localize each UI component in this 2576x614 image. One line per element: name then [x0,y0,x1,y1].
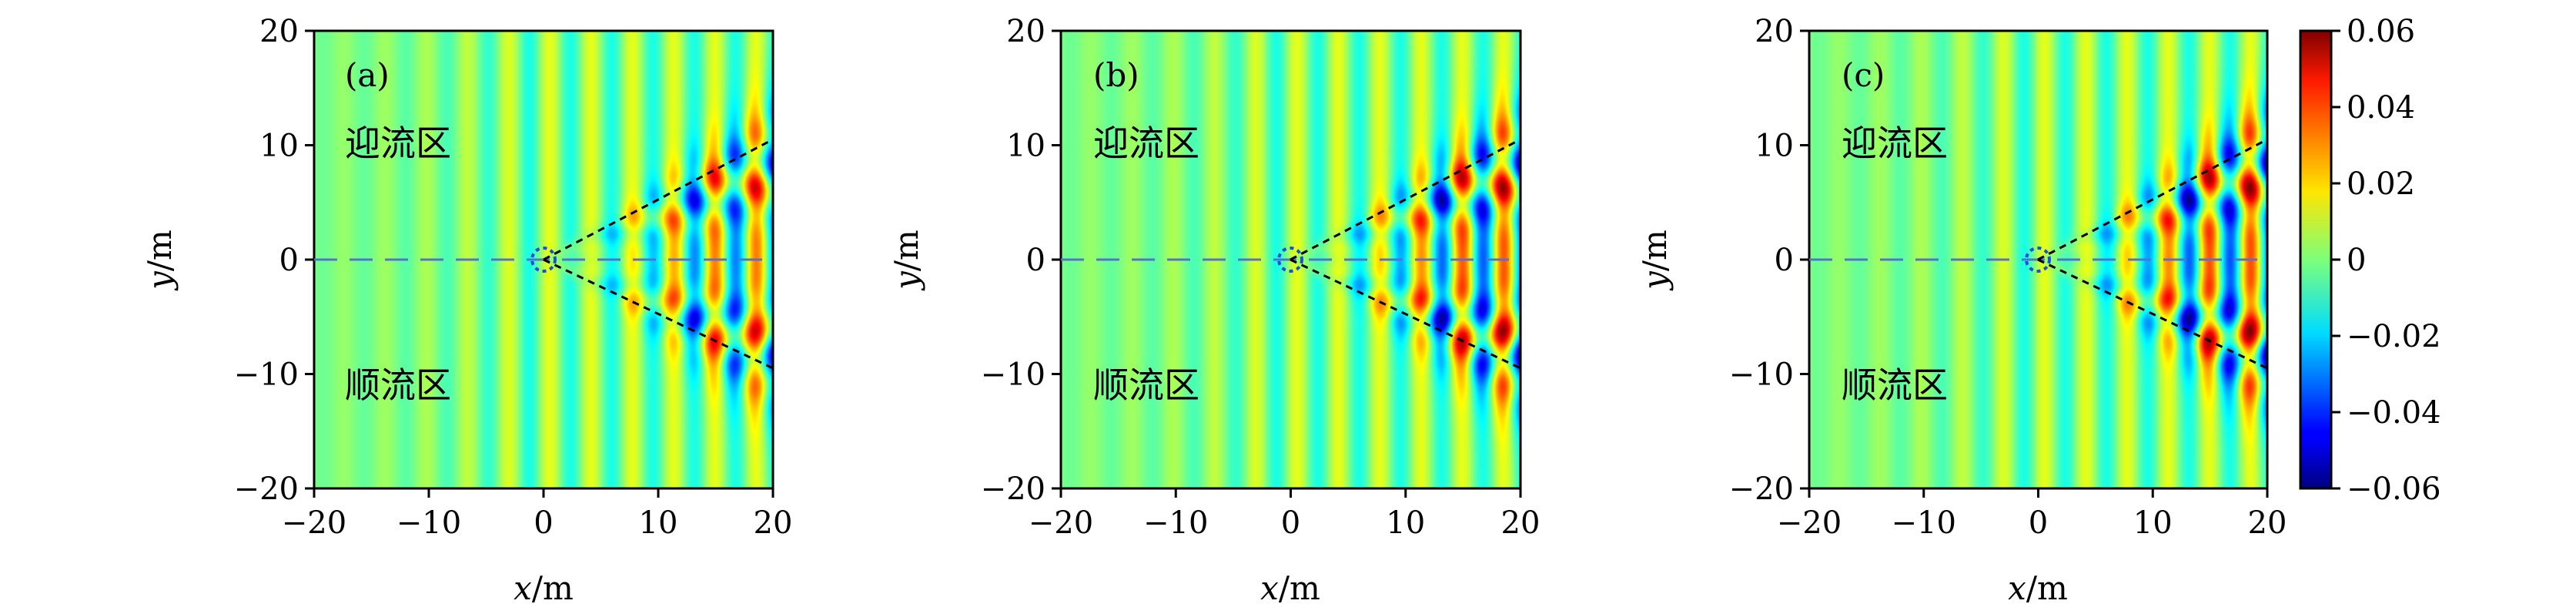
downstream-label-b: 顺流区 [1093,364,1199,406]
y-tick-label: −10 [981,357,1045,393]
y-tick-label: −20 [1729,471,1794,507]
source-marker-c [2025,247,2051,273]
x-axis-unit-a: /m [532,569,574,607]
source-marker-a [530,247,557,273]
panel-tag-c: (c) [1842,56,1885,94]
x-tick-label: −20 [282,505,346,541]
x-tick-label: −20 [1777,505,1842,541]
x-tick-label: −20 [1029,505,1093,541]
panel-tag-b: (b) [1093,56,1139,94]
y-tick-label: 10 [1006,129,1045,164]
x-tick-label: 10 [639,505,678,541]
panel-tag-a: (a) [345,56,390,94]
x-axis-unit-b: /m [1279,569,1320,607]
downstream-label-a: 顺流区 [345,364,451,406]
x-ticks-c: −20 −10 0 10 20 [1777,488,2287,541]
upstream-label-b: 迎流区 [1093,122,1199,164]
upstream-label-c: 迎流区 [1842,122,1948,164]
y-ticks-a: 20 10 0 −10 −20 [234,14,314,507]
colorbar-ticks: 0.06 0.04 0.02 0 −0.02 −0.04 −0.06 [2331,14,2441,507]
y-tick-label: −20 [234,471,299,507]
x-tick-label: 20 [2248,505,2287,541]
x-tick-label: −10 [1892,505,1956,541]
x-tick-label: 20 [1501,505,1541,541]
x-axis-var-b: x [1260,569,1279,607]
wake-line-lower-c [2037,258,2268,370]
colorbar-tick-label: 0 [2347,243,2366,278]
y-axis-var-a: y [141,270,179,291]
y-ticks-c: 20 10 0 −10 −20 [1729,14,1809,507]
x-ticks-a: −20 −10 0 10 20 [282,488,793,541]
x-axis-unit-c: /m [2026,569,2068,607]
upstream-label-a: 迎流区 [345,122,451,164]
y-axis-label-a: y/m [141,230,179,291]
y-ticks-b: 20 10 0 −10 −20 [981,14,1061,507]
wake-line-upper-a [543,138,774,261]
y-axis-label-c: y/m [1636,230,1674,291]
x-tick-label: 0 [534,505,553,541]
wake-line-lower-a [543,258,774,370]
y-tick-label: 20 [1006,14,1045,49]
y-tick-label: 10 [1755,129,1794,164]
colorbar-tick-label: 0.04 [2347,90,2415,126]
colorbar-gradient [2300,31,2331,488]
x-axis-label-c: x/m [2008,569,2068,607]
y-tick-label: 20 [259,14,299,49]
source-marker-b [1277,247,1303,273]
x-tick-label: −10 [1143,505,1208,541]
y-tick-label: −10 [234,357,299,393]
colorbar-tick-label: 0.02 [2347,166,2415,202]
y-tick-label: 10 [259,129,299,164]
y-axis-var-b: y [888,270,925,291]
colorbar-tick-label: −0.04 [2347,395,2441,431]
y-tick-label: −20 [981,471,1045,507]
y-tick-label: 20 [1755,14,1794,49]
colorbar-tick-label: 0.06 [2347,14,2415,49]
wake-line-upper-b [1290,138,1521,261]
y-axis-var-c: y [1636,270,1674,291]
x-tick-label: 10 [2133,505,2173,541]
colorbar: 0.06 0.04 0.02 0 −0.02 −0.04 −0.06 [2299,14,2441,507]
downstream-label-c: 顺流区 [1842,364,1948,406]
x-tick-label: 10 [1386,505,1425,541]
colorbar-tick-label: −0.06 [2347,471,2441,507]
x-ticks-b: −20 −10 0 10 20 [1029,488,1541,541]
y-axis-unit-c: /m [1636,230,1674,271]
y-tick-label: 0 [1026,243,1045,278]
x-axis-label-a: x/m [514,569,574,607]
y-axis-unit-b: /m [888,230,925,271]
y-tick-label: 0 [1775,243,1794,278]
wake-line-upper-c [2037,138,2268,261]
x-axis-var-a: x [514,569,532,607]
y-axis-unit-a: /m [141,230,179,271]
x-tick-label: −10 [396,505,461,541]
colorbar-tick-label: −0.02 [2347,319,2441,354]
y-tick-label: −10 [1729,357,1794,393]
x-tick-label: 0 [1281,505,1300,541]
x-axis-label-b: x/m [1260,569,1320,607]
y-axis-label-b: y/m [888,230,925,291]
wake-line-lower-b [1290,258,1521,370]
x-tick-label: 20 [754,505,793,541]
x-tick-label: 0 [2029,505,2048,541]
x-axis-var-c: x [2008,569,2026,607]
y-tick-label: 0 [279,243,299,278]
